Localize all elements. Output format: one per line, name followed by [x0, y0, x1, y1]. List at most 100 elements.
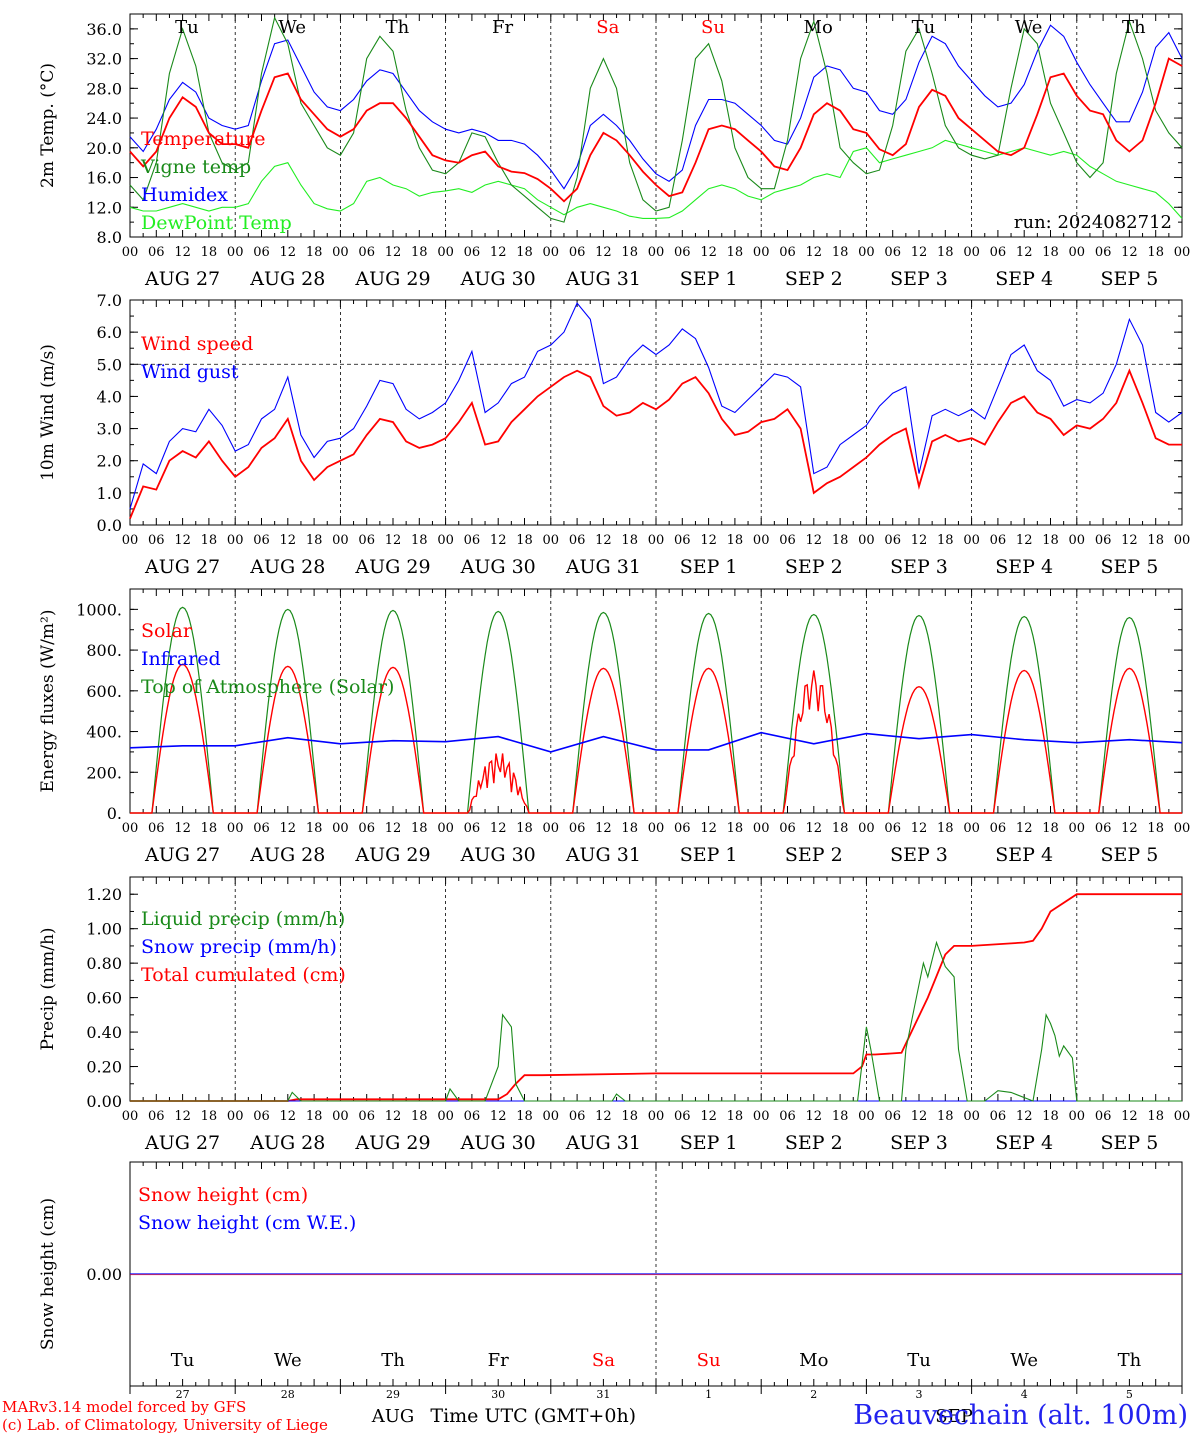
model-credit-line-2: (c) Lab. of Climatology, University of L…: [2, 1416, 328, 1434]
hour-label: 18: [1147, 245, 1164, 260]
hour-label: 18: [516, 533, 533, 548]
weekday-label: We: [274, 1350, 302, 1371]
hour-label: 12: [280, 533, 297, 548]
hour-label: 12: [280, 1109, 297, 1124]
hour-label: 18: [411, 245, 428, 260]
hour-label: 00: [437, 1109, 454, 1124]
hour-label: 18: [516, 1109, 533, 1124]
hour-label: 00: [332, 1109, 349, 1124]
hour-label: 00: [332, 821, 349, 836]
hour-label: 12: [1016, 245, 1033, 260]
hour-label: 00: [332, 245, 349, 260]
hour-label: 18: [832, 821, 849, 836]
date-label: SEP 3: [890, 1132, 948, 1154]
hour-label: 18: [621, 245, 638, 260]
y-tick-label: 0.00: [86, 1265, 122, 1284]
weekday-label: Th: [386, 17, 410, 38]
date-label: AUG 29: [354, 268, 430, 290]
date-label: SEP 5: [1100, 844, 1158, 866]
hour-label: 18: [621, 821, 638, 836]
hour-label: 12: [490, 533, 507, 548]
hour-label: 00: [648, 1109, 665, 1124]
hour-label: 00: [1174, 533, 1191, 548]
hour-label: 12: [174, 821, 191, 836]
hour-label: 06: [884, 821, 901, 836]
date-label: AUG 28: [249, 844, 325, 866]
series-vigne-temp: [129, 16, 1183, 223]
hour-label: 12: [385, 1109, 402, 1124]
y-tick-label: 0.60: [86, 989, 122, 1008]
x-axis-title: Time UTC (GMT+0h): [430, 1405, 636, 1427]
y-tick-label: 7.0: [97, 291, 122, 310]
date-label: AUG 27: [144, 1132, 220, 1154]
hour-label: 12: [1121, 1109, 1138, 1124]
hour-label: 18: [832, 245, 849, 260]
hour-label: 00: [1174, 245, 1191, 260]
legend-entry: Wind gust: [141, 361, 239, 383]
series-temperature: [129, 57, 1183, 203]
weekday-label: Th: [1122, 17, 1146, 38]
month-label: AUG: [371, 1406, 415, 1427]
model-credit-line-1: MARv3.14 model forced by GFS: [2, 1398, 247, 1416]
y-tick-label: 0.20: [86, 1058, 122, 1077]
day-number: 28: [281, 1388, 295, 1401]
date-label: SEP 2: [785, 844, 843, 866]
hour-label: 12: [700, 1109, 717, 1124]
energy-flux-panel: 0. 200. 400. 600. 800. 1000. Energy fluxes (W/…: [38, 588, 1191, 866]
hour-label: 12: [595, 533, 612, 548]
hour-label: 00: [227, 245, 244, 260]
hour-label: 12: [1016, 1109, 1033, 1124]
hour-label: 06: [253, 533, 270, 548]
hour-label: 18: [306, 821, 323, 836]
plot-frame: [129, 299, 1183, 526]
date-label: AUG 28: [249, 268, 325, 290]
hour-label: 00: [648, 533, 665, 548]
y-tick-label: 16.0: [86, 169, 122, 188]
date-label: SEP 2: [785, 1132, 843, 1154]
date-label: AUG 29: [354, 844, 430, 866]
date-label: SEP 4: [995, 556, 1053, 578]
hour-label: 06: [358, 821, 375, 836]
hour-label: 06: [358, 533, 375, 548]
hour-label: 12: [280, 821, 297, 836]
hour-label: 12: [911, 533, 928, 548]
hour-label: 18: [306, 1109, 323, 1124]
date-label: SEP 2: [785, 268, 843, 290]
hour-label: 12: [280, 245, 297, 260]
hour-label: 06: [148, 245, 165, 260]
hour-label: 00: [1174, 1109, 1191, 1124]
hour-label: 00: [437, 821, 454, 836]
hour-label: 00: [437, 533, 454, 548]
weekday-label: Mo: [804, 17, 833, 38]
hour-label: 12: [595, 1109, 612, 1124]
hour-label: 00: [227, 533, 244, 548]
hour-label: 00: [227, 821, 244, 836]
hour-label: 00: [963, 1109, 980, 1124]
date-label: AUG 30: [460, 556, 536, 578]
hour-label: 00: [1069, 533, 1086, 548]
hour-label: 12: [700, 821, 717, 836]
run-label: run: 2024082712: [1014, 212, 1172, 233]
day-number: 27: [176, 1388, 190, 1401]
y-tick-label: 1.20: [86, 885, 122, 904]
date-label: SEP 1: [680, 268, 738, 290]
weekday-label: Tu: [907, 1350, 931, 1371]
legend-entry: Liquid precip (mm/h): [141, 908, 345, 930]
hour-label: 00: [1174, 821, 1191, 836]
hour-label: 18: [727, 245, 744, 260]
hour-label: 06: [1095, 1109, 1112, 1124]
hour-label: 12: [174, 533, 191, 548]
date-label: AUG 27: [144, 268, 220, 290]
hour-label: 00: [437, 245, 454, 260]
y-tick-label: 1000.: [76, 600, 122, 619]
hour-label: 12: [911, 821, 928, 836]
legend-entry: Wind speed: [141, 333, 253, 355]
hour-label: 06: [464, 821, 481, 836]
hour-label: 18: [306, 245, 323, 260]
hour-label: 12: [700, 533, 717, 548]
hour-label: 06: [990, 821, 1007, 836]
y-tick-label: 0.40: [86, 1023, 122, 1042]
precipitation-panel: 0.00 0.20 0.40 0.60 0.80 1.00 1.20 Precip (mm/h…: [38, 876, 1191, 1154]
date-label: SEP 4: [995, 1132, 1053, 1154]
hour-label: 00: [332, 533, 349, 548]
